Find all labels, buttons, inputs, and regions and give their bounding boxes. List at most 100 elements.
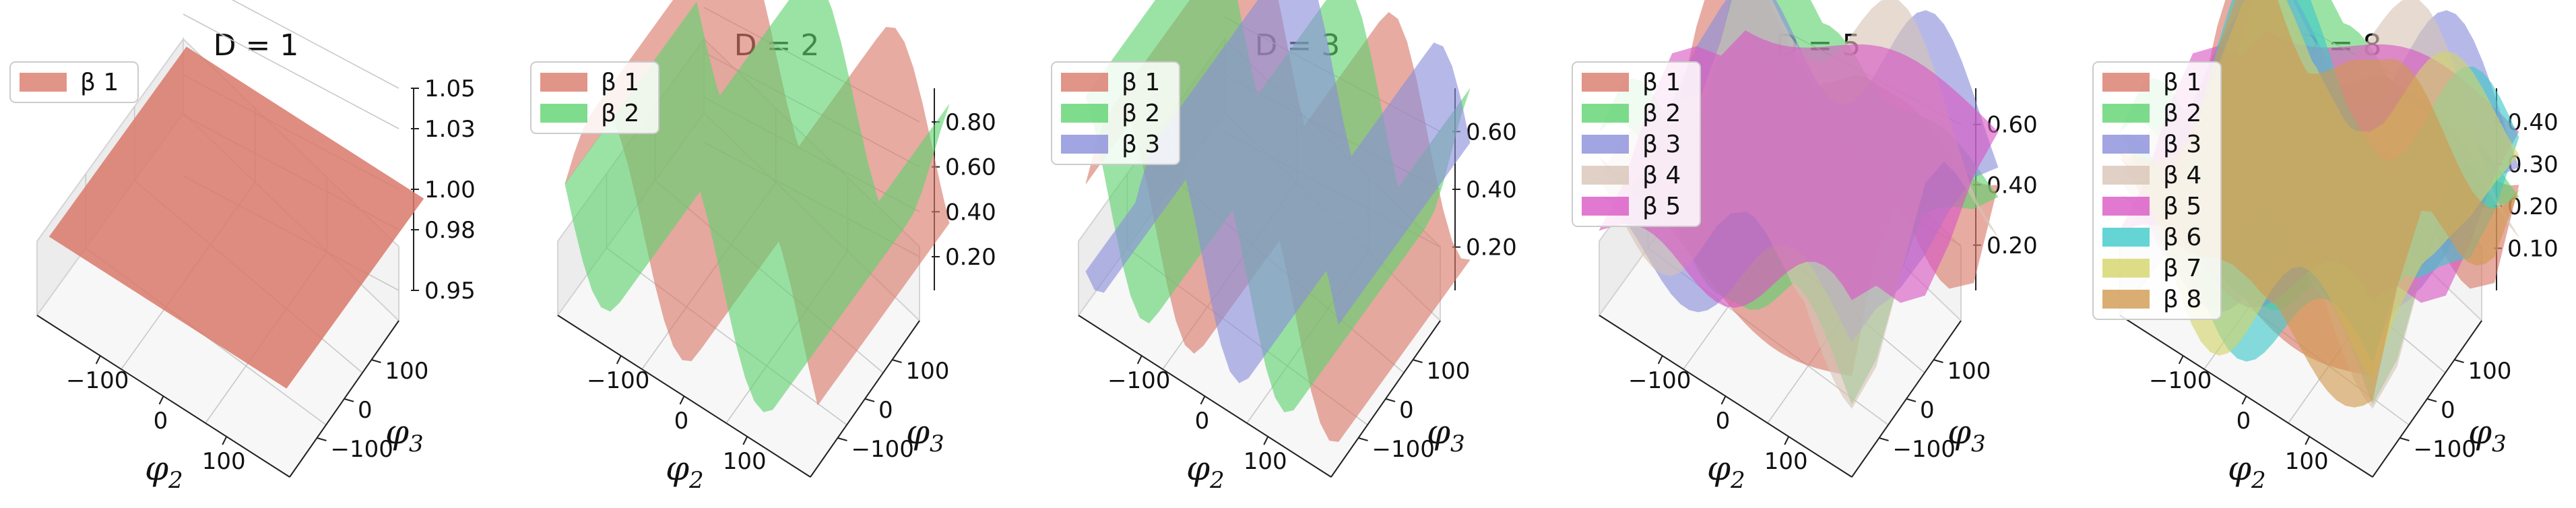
y-tick [1413,359,1423,363]
y-tick-label: −100 [1893,436,1956,463]
x-tick-label: 0 [1195,408,1210,435]
legend-swatch [2102,73,2150,92]
legend-label: β 5 [2163,193,2201,220]
y-axis-label: φ3 [1427,412,1465,457]
subplot-2: D = 20.200.400.600.80−1000100−1000100φ2φ… [530,0,996,494]
x-tick [679,395,685,405]
legend-swatch [1582,197,1629,216]
y-axis-label-symbol: φ [2468,412,2492,451]
y-axis-label: φ3 [1947,412,1986,457]
z-tick-label: 0.60 [1466,119,1517,146]
z-gridline [231,0,399,89]
subplot-1: D = 1 0.95 0.98 1.00 1.03 1.05 −100 0 100 −100 0 10… [9,0,476,494]
z-tick-label: 0.20 [945,244,996,271]
z-tick-label: 0.80 [945,109,996,136]
legend-box [1572,61,1701,227]
y-tick [2426,398,2437,402]
y-tick-label: 100 [906,358,950,385]
floor-gridline [606,247,847,426]
x-axis-label: φ2 [145,449,183,494]
y-tick [1933,359,1943,363]
y-axis-label-subscript: 3 [2492,431,2507,457]
surface-patch [1964,185,1999,238]
surface-patch [1964,122,1999,183]
legend-swatch [1582,104,1629,123]
y-tick-label: 100 [2468,358,2512,385]
y-tick-label: 0 [878,397,893,424]
legend-label: β 2 [1642,100,1681,127]
x-tick-label: 0 [154,408,168,435]
x-tick [95,355,101,364]
y-axis-line [1851,320,1962,478]
y-tick-label: 0 [358,397,373,424]
y-axis-label-subscript: 3 [930,431,944,457]
x-tick [1136,355,1142,364]
y-axis-line [1330,320,1441,478]
legend-label: β 2 [601,100,639,127]
x-tick [158,395,164,405]
x-axis-label-subscript: 2 [168,467,183,494]
legend-label: β 5 [1642,193,1681,220]
y-tick [837,437,847,441]
x-tick [1200,395,1206,405]
subplot-5: D = 80.100.200.300.40−1000100−1000100φ2φ… [2092,0,2558,494]
y-tick-label: −100 [851,436,914,463]
x-tick-label: −100 [1107,367,1170,394]
legend-label: β 6 [2163,224,2201,251]
legend-label: β 3 [2163,131,2201,158]
legend: β 1 β 2 β 3 [1051,61,1180,165]
y-tick [371,359,381,363]
surface-patch [1964,185,1999,284]
y-axis-label: φ3 [385,412,424,457]
y-tick-label: 0 [1920,397,1935,424]
z-tick-label: 0.98 [424,217,476,244]
z-tick-label: 0.60 [945,154,996,181]
legend-swatch [540,104,587,123]
legend-label: β 1 [601,69,639,96]
z-tick-label: 1.00 [424,177,476,203]
subplot-title: D = 1 [214,28,299,63]
legend-label: β 4 [2163,162,2201,189]
legend-label: β 1 [1122,69,1160,96]
y-tick-label: 100 [385,358,429,385]
x-tick-label: 100 [1244,448,1287,475]
surface-patch [1964,184,1999,210]
legend-box [2092,61,2222,320]
surface-patch [1329,99,1471,325]
y-tick [864,398,875,402]
x-tick [1657,355,1663,364]
z-tick-label: 1.05 [424,75,476,102]
legend-label: β 3 [1122,131,1160,158]
x-tick-label: −100 [1628,367,1691,394]
x-axis-label-symbol: φ [2228,449,2251,488]
z-tick-label: 0.20 [1987,232,2038,259]
x-axis-label-subscript: 2 [1730,467,1745,494]
legend-label: β 1 [1642,69,1681,96]
legend: β 1 [9,61,139,103]
x-axis-line [557,315,811,478]
y-tick [1906,398,1917,402]
x-axis-label: φ2 [2228,449,2266,494]
z-gridline [183,13,399,129]
x-tick [742,436,748,445]
y-tick [317,437,327,441]
x-axis-label-subscript: 2 [1209,467,1225,494]
legend-label: β 7 [2163,255,2201,282]
surface-patch [1328,258,1471,443]
x-axis-label-symbol: φ [1186,449,1210,488]
surface-patch [682,0,814,169]
x-axis-label-subscript: 2 [688,467,704,494]
legend-box [530,61,659,134]
y-tick [2454,359,2464,363]
legend-swatch [1061,73,1108,92]
legend-label: β 2 [2163,100,2201,127]
surface-patch [1176,0,1312,177]
surface-patch [2484,189,2519,265]
surface-8 [2119,0,2519,408]
x-tick-label: −100 [66,367,129,394]
legend-swatch [1061,135,1108,154]
y-axis-label-subscript: 3 [409,431,424,457]
y-tick [892,359,902,363]
y-tick-label: −100 [331,436,393,463]
